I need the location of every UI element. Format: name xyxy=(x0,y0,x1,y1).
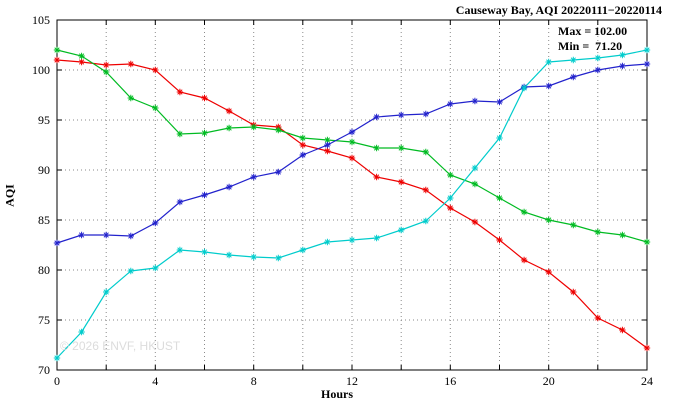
svg-text:95: 95 xyxy=(38,113,50,127)
svg-text:8: 8 xyxy=(251,374,257,388)
svg-text:4: 4 xyxy=(152,374,158,388)
svg-text:20: 20 xyxy=(543,374,555,388)
chart-title: Causeway Bay, AQI 20220111−20220114 xyxy=(455,3,662,17)
y-axis-label: AQI xyxy=(2,184,17,207)
svg-text:90: 90 xyxy=(38,163,50,177)
svg-text:80: 80 xyxy=(38,263,50,277)
max-annotation: Max = 102.00 xyxy=(558,24,628,38)
svg-text:16: 16 xyxy=(444,374,456,388)
x-axis-label: Hours xyxy=(320,387,353,401)
svg-text:70: 70 xyxy=(38,363,50,377)
min-annotation: Min = 71.20 xyxy=(558,39,623,53)
svg-text:12: 12 xyxy=(346,374,358,388)
svg-text:100: 100 xyxy=(32,63,50,77)
svg-text:24: 24 xyxy=(641,374,653,388)
svg-text:85: 85 xyxy=(38,213,50,227)
svg-text:0: 0 xyxy=(54,374,60,388)
watermark: © 2026 ENVF, HKUST xyxy=(60,339,181,353)
svg-text:75: 75 xyxy=(38,313,50,327)
svg-text:105: 105 xyxy=(32,13,50,27)
